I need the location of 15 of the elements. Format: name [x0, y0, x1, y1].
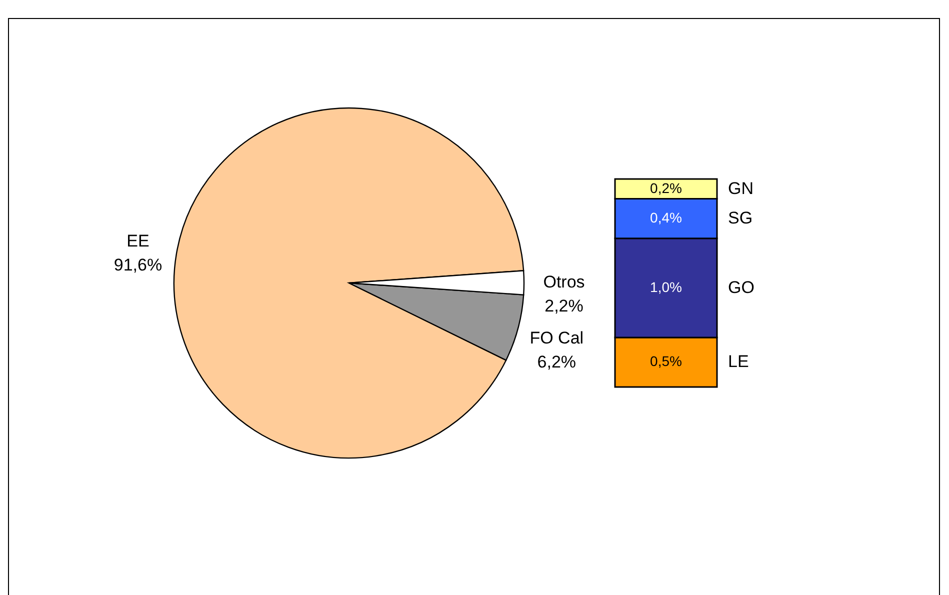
- data-label: 0,4%: [650, 210, 682, 226]
- data-label: 1,0%: [650, 278, 682, 295]
- slice-label: FO Cal: [530, 328, 584, 348]
- data-label: 0,2%: [650, 180, 682, 196]
- series-label: LE: [728, 352, 749, 372]
- data-label: 6,2%: [537, 352, 576, 372]
- slice-label: EE: [126, 232, 150, 251]
- series-label: SG: [728, 208, 753, 228]
- pie-slice: [173, 108, 524, 458]
- slice-label: Otros: [543, 272, 585, 292]
- series-label: GN: [728, 178, 754, 198]
- data-label: 2,2%: [544, 296, 584, 316]
- series-label: GO: [728, 278, 754, 297]
- data-label: 91,6%: [114, 256, 162, 275]
- data-label: 0,5%: [650, 353, 682, 370]
